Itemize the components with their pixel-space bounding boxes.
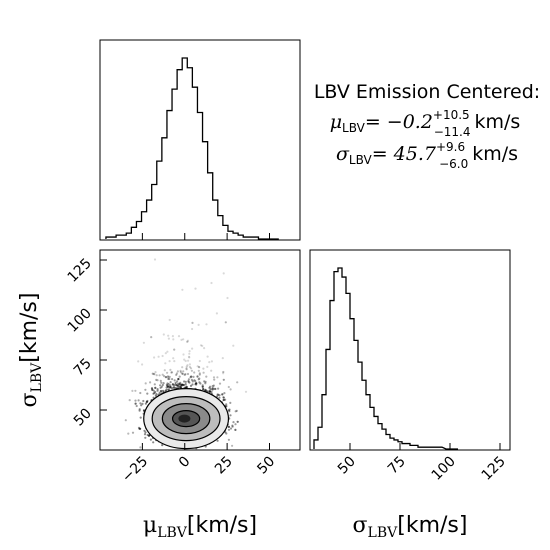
- scatter-y-tick-label: 125: [65, 256, 95, 286]
- scatter-x-tick-label: 25: [212, 454, 236, 478]
- annotation-sigma: σLBV= 45.7+9.6 −6.0 km/s: [336, 140, 518, 171]
- annotation-mu: μLBV= −0.2+10.5 −11.4 km/s: [330, 108, 521, 139]
- result-annotation: LBV Emission Centered: μLBV= −0.2+10.5 −1…: [314, 81, 540, 171]
- scatter-y-tick-label: 100: [65, 306, 95, 336]
- sigma-x-tick-label: 75: [385, 454, 409, 478]
- scatter-x-tick-label: −25: [119, 454, 151, 486]
- sigma-x-ticks: 50 75 100 125: [335, 443, 509, 484]
- panel-sigma-histogram: 50 75 100 125: [309, 249, 511, 484]
- sigma-hist-frame: [309, 249, 511, 451]
- sigma-x-tick-label: 100: [429, 454, 459, 484]
- scatter-frame: [99, 249, 301, 451]
- scatter-x-tick-label: 50: [254, 454, 278, 478]
- panel-mu-histogram: [99, 39, 301, 241]
- mu-histogram-line: [105, 57, 279, 240]
- scatter-x-tick-label: 0: [176, 454, 194, 472]
- sigma-histogram-line: [313, 267, 458, 450]
- mu-hist-frame: [99, 39, 301, 241]
- contour-core: [178, 414, 191, 423]
- x-axis-label-sigma: σLBV[km/s]: [353, 513, 468, 541]
- y-axis-label-sigma: σLBV[km/s]: [17, 293, 45, 408]
- x-axis-label-mu: μLBV[km/s]: [143, 513, 257, 541]
- sigma-x-tick-label: 50: [335, 454, 359, 478]
- scatter-y-tick-label: 75: [71, 356, 95, 380]
- scatter-y-tick-label: 50: [71, 406, 95, 430]
- annotation-title: LBV Emission Centered:: [314, 81, 540, 103]
- scatter-y-ticks: 50 75 100 125: [65, 256, 107, 430]
- sigma-x-tick-label: 125: [479, 454, 509, 484]
- scatter-contours: [143, 388, 230, 450]
- panel-scatter: −25 0 25 50 50 75 100 125: [65, 233, 301, 486]
